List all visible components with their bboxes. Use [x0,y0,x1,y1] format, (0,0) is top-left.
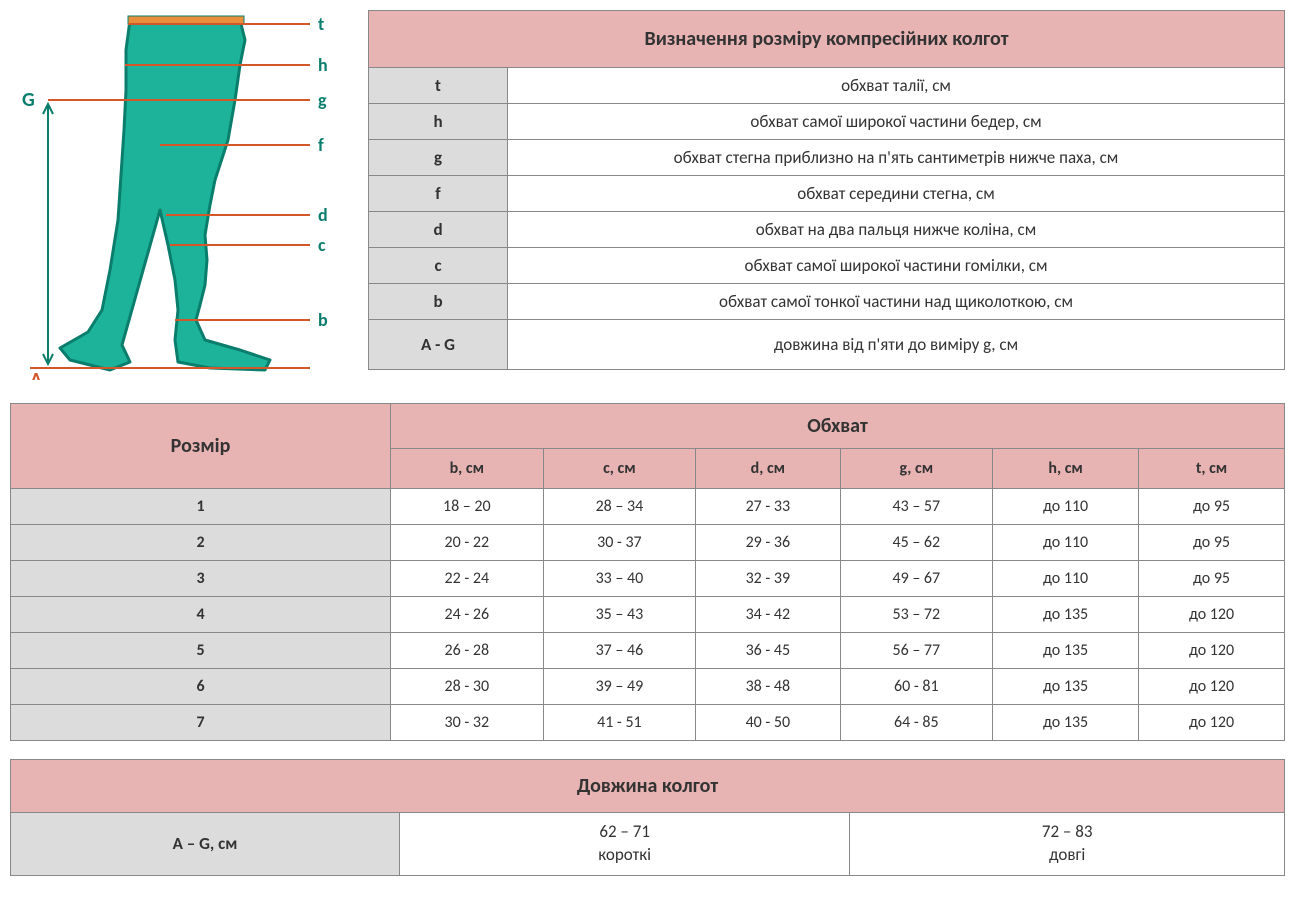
def-letter: A - G [369,320,508,370]
size-cell: 60 - 81 [840,669,993,705]
size-cell: 43 – 57 [840,489,993,525]
def-letter: h [369,104,508,140]
def-desc: обхват на два пальця нижче коліна, см [508,212,1285,248]
size-cell: до 135 [993,633,1139,669]
size-number: 1 [11,489,391,525]
def-letter: d [369,212,508,248]
size-cell: до 95 [1139,489,1285,525]
size-cell: 24 - 26 [391,597,544,633]
marker-t: t [318,13,324,35]
marker-g: g [318,89,327,111]
def-letter: t [369,68,508,104]
size-cell: 49 – 67 [840,561,993,597]
size-number: 5 [11,633,391,669]
col-header: h, см [993,449,1139,489]
size-cell: 39 – 49 [543,669,696,705]
size-cell: 28 - 30 [391,669,544,705]
size-cell: до 95 [1139,525,1285,561]
def-letter: b [369,284,508,320]
size-cell: до 95 [1139,561,1285,597]
size-cell: 22 - 24 [391,561,544,597]
sizes-table: Розмір Обхват b, см c, см d, см g, см h,… [10,403,1285,741]
size-cell: 26 - 28 [391,633,544,669]
size-cell: до 110 [993,561,1139,597]
size-cell: 28 – 34 [543,489,696,525]
size-cell: 53 – 72 [840,597,993,633]
size-cell: 45 – 62 [840,525,993,561]
size-cell: 32 - 39 [696,561,840,597]
size-cell: 36 - 45 [696,633,840,669]
size-cell: 34 - 42 [696,597,840,633]
size-cell: до 135 [993,597,1139,633]
size-cell: 18 – 20 [391,489,544,525]
marker-d: d [318,204,328,226]
length-table: Довжина колгот A – G, см 62 – 71короткі … [10,759,1285,876]
def-desc: обхват стегна приблизно на п'ять сантиме… [508,140,1285,176]
size-cell: 27 - 33 [696,489,840,525]
leg-diagram: t h g f d c b G A [10,10,350,385]
col-header: c, см [543,449,696,489]
length-cell-long: 72 – 83довгі [850,813,1285,876]
def-desc: обхват середини стегна, см [508,176,1285,212]
size-cell: 30 - 37 [543,525,696,561]
marker-c: c [318,234,326,256]
size-cell: 64 - 85 [840,705,993,741]
size-cell: до 120 [1139,705,1285,741]
size-cell: до 110 [993,489,1139,525]
definitions-table: Визначення розміру компресійних колгот t… [368,10,1285,370]
def-desc: обхват талії, см [508,68,1285,104]
length-cell-short: 62 – 71короткі [400,813,850,876]
length-title: Довжина колгот [11,760,1285,813]
size-cell: до 120 [1139,633,1285,669]
def-letter: c [369,248,508,284]
group-header: Обхват [391,404,1285,449]
size-cell: до 135 [993,705,1139,741]
length-g-label: G [22,88,35,112]
col-header: g, см [840,449,993,489]
size-cell: до 135 [993,669,1139,705]
marker-h: h [318,54,328,76]
def-desc: обхват самої тонкої частини над щиколотк… [508,284,1285,320]
size-number: 6 [11,669,391,705]
def-letter: g [369,140,508,176]
size-cell: 40 - 50 [696,705,840,741]
size-cell: до 120 [1139,597,1285,633]
size-cell: до 120 [1139,669,1285,705]
waist-band [128,16,244,24]
col-header: b, см [391,449,544,489]
base-a-label: A [30,368,43,380]
size-cell: 56 – 77 [840,633,993,669]
size-cell: 41 - 51 [543,705,696,741]
definitions-title: Визначення розміру компресійних колгот [369,11,1285,68]
col-header: d, см [696,449,840,489]
size-cell: до 110 [993,525,1139,561]
def-desc: обхват самої широкої частини бедер, см [508,104,1285,140]
size-cell: 30 - 32 [391,705,544,741]
size-header: Розмір [11,404,391,489]
size-cell: 38 - 48 [696,669,840,705]
marker-b: b [318,309,328,331]
size-number: 4 [11,597,391,633]
size-number: 7 [11,705,391,741]
def-desc: довжина від п'яти до виміру g, см [508,320,1285,370]
def-desc: обхват самої широкої частини гомілки, см [508,248,1285,284]
length-label: A – G, см [11,813,400,876]
size-cell: 35 – 43 [543,597,696,633]
size-cell: 20 - 22 [391,525,544,561]
size-cell: 37 – 46 [543,633,696,669]
size-number: 2 [11,525,391,561]
col-header: t, см [1139,449,1285,489]
size-number: 3 [11,561,391,597]
size-cell: 33 – 40 [543,561,696,597]
marker-f: f [318,134,324,156]
def-letter: f [369,176,508,212]
size-cell: 29 - 36 [696,525,840,561]
leg-shape [60,20,270,370]
